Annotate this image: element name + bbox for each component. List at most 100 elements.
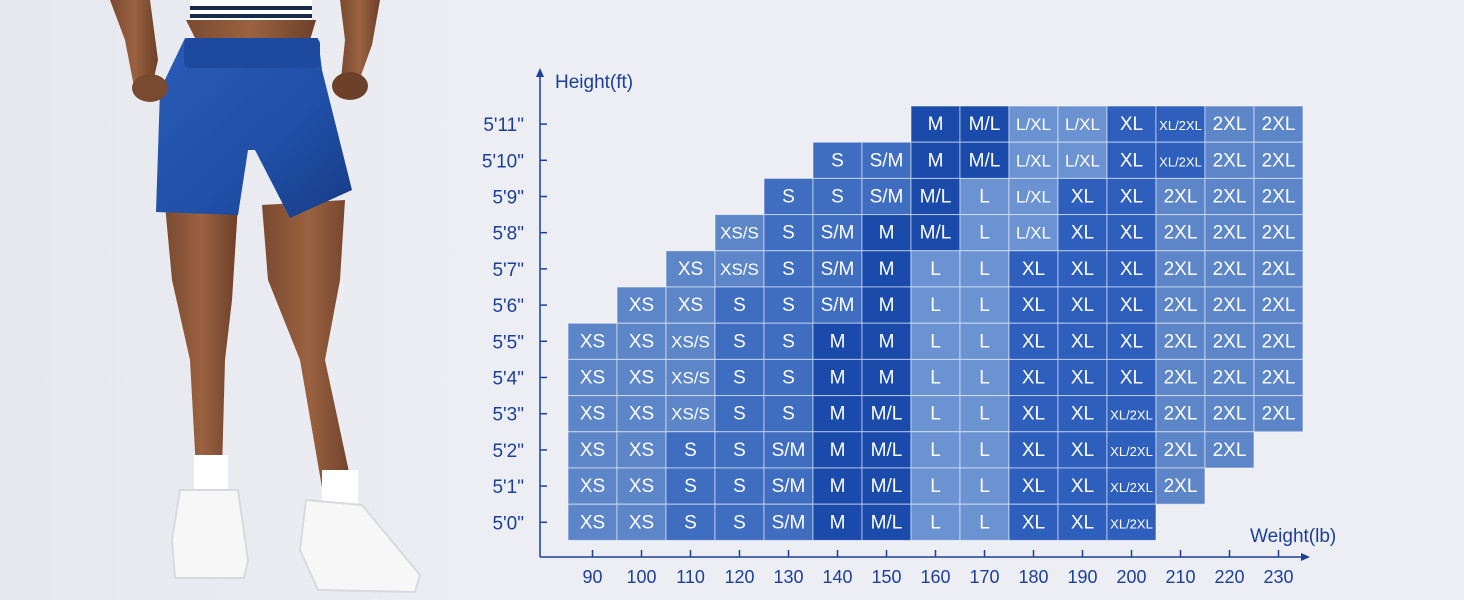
size-cell (714, 322, 765, 360)
size-cell-label: XL (1071, 187, 1094, 208)
size-cell (567, 395, 618, 433)
height-tick-label: 5'8" (492, 224, 524, 245)
size-cell-label: XL (1071, 512, 1094, 533)
height-tick-label: 5'6" (492, 296, 524, 317)
size-cell (1008, 286, 1059, 324)
weight-tick-label: 160 (920, 567, 950, 587)
size-cell (910, 358, 961, 397)
size-cell (959, 503, 1010, 541)
size-cell-label: L (979, 512, 990, 533)
size-cell-label: 2XL (1262, 295, 1296, 316)
size-cell-label: M (879, 368, 895, 389)
size-cell (861, 177, 912, 216)
size-cell (861, 503, 912, 541)
size-cell-label: L/XL (1016, 151, 1051, 170)
size-cell (567, 358, 618, 397)
size-cell-label: 2XL (1213, 295, 1247, 316)
weight-tick-label: 90 (582, 567, 602, 587)
height-tick-label: 5'3" (492, 405, 524, 426)
size-cell-label: M (879, 259, 895, 280)
size-cell (812, 503, 863, 541)
size-cell-label: L (979, 259, 990, 280)
size-cell-label: M (830, 331, 846, 352)
size-cell-label: XS/S (671, 405, 710, 424)
size-cell-label: M (928, 150, 944, 171)
model-photo (0, 0, 500, 600)
size-cell (1155, 214, 1206, 252)
size-cell (1204, 431, 1255, 469)
weight-tick-label: 180 (1018, 567, 1048, 587)
height-tick-label: 5'1" (492, 477, 524, 498)
size-cell (714, 431, 765, 469)
weight-tick-label: 220 (1214, 567, 1244, 587)
size-cell-label: S/M (772, 512, 806, 533)
size-cell-label: 2XL (1164, 404, 1198, 425)
size-cell (910, 250, 961, 288)
size-cell-label: 2XL (1164, 368, 1198, 389)
size-cell (1155, 105, 1206, 143)
size-cell (1057, 358, 1108, 397)
size-cell (1253, 214, 1304, 252)
size-cell-label: XL/2XL (1110, 408, 1153, 423)
size-cell-label: L/XL (1016, 115, 1051, 134)
size-cell-label: XL (1120, 223, 1143, 244)
size-cell (665, 250, 716, 288)
sneaker-icon (298, 498, 422, 594)
size-cell (1106, 250, 1157, 288)
weight-tick-label: 170 (969, 567, 999, 587)
x-axis-arrow-icon (1301, 553, 1310, 561)
size-cell-label: 2XL (1262, 223, 1296, 244)
size-cell (959, 141, 1010, 179)
size-cell (1253, 250, 1304, 288)
size-cell-label: 2XL (1213, 368, 1247, 389)
size-cell-label: L (930, 440, 941, 461)
size-cell (1106, 395, 1157, 433)
y-axis-label: Height(ft) (555, 72, 633, 93)
size-cell (959, 177, 1010, 216)
size-cell-label: XS/S (671, 369, 710, 388)
size-cell-label: S/M (821, 223, 855, 244)
size-cell (812, 177, 863, 216)
size-cell (1204, 395, 1255, 433)
height-tick-label: 5'11" (483, 115, 524, 136)
size-cell-label: XS (629, 440, 654, 461)
size-cell-label: M (928, 114, 944, 135)
size-cell-label: 2XL (1164, 259, 1198, 280)
size-cell-label: S (733, 404, 746, 425)
size-cell (1155, 250, 1206, 288)
size-cell (959, 214, 1010, 252)
weight-tick-label: 140 (822, 567, 852, 587)
x-axis-label: Weight(lb) (1250, 526, 1336, 547)
height-tick-label: 5'0" (492, 513, 524, 534)
size-cell (763, 395, 814, 433)
size-cell (910, 214, 961, 252)
size-cell (812, 250, 863, 288)
striped-top-icon (190, 0, 312, 22)
size-cell (1057, 141, 1108, 179)
size-cell-label: XS (629, 331, 654, 352)
size-cell-label: 2XL (1262, 404, 1296, 425)
size-cell-label: XL (1022, 512, 1045, 533)
y-axis-arrow-icon (536, 68, 544, 77)
size-cell-label: S (733, 295, 746, 316)
weight-tick-label: 150 (871, 567, 901, 587)
size-cell-label: M (830, 512, 846, 533)
weight-tick-label: 100 (626, 567, 656, 587)
size-cell-label: XL (1022, 368, 1045, 389)
size-cell (763, 177, 814, 216)
size-cell (959, 250, 1010, 288)
size-cell (1106, 105, 1157, 143)
size-cell (1155, 358, 1206, 397)
size-cell-label: 2XL (1213, 259, 1247, 280)
size-cell-label: XL (1071, 223, 1094, 244)
size-cell-label: XL/2XL (1159, 154, 1202, 169)
size-cell-label: M (830, 440, 846, 461)
size-cell (616, 322, 667, 360)
size-cell-label: XL (1071, 404, 1094, 425)
size-cell-label: XS (629, 476, 654, 497)
size-cell-label: 2XL (1262, 259, 1296, 280)
size-cell (1253, 286, 1304, 324)
size-cell-label: S (733, 440, 746, 461)
size-cell (763, 322, 814, 360)
size-cell-label: XL/2XL (1110, 480, 1153, 495)
